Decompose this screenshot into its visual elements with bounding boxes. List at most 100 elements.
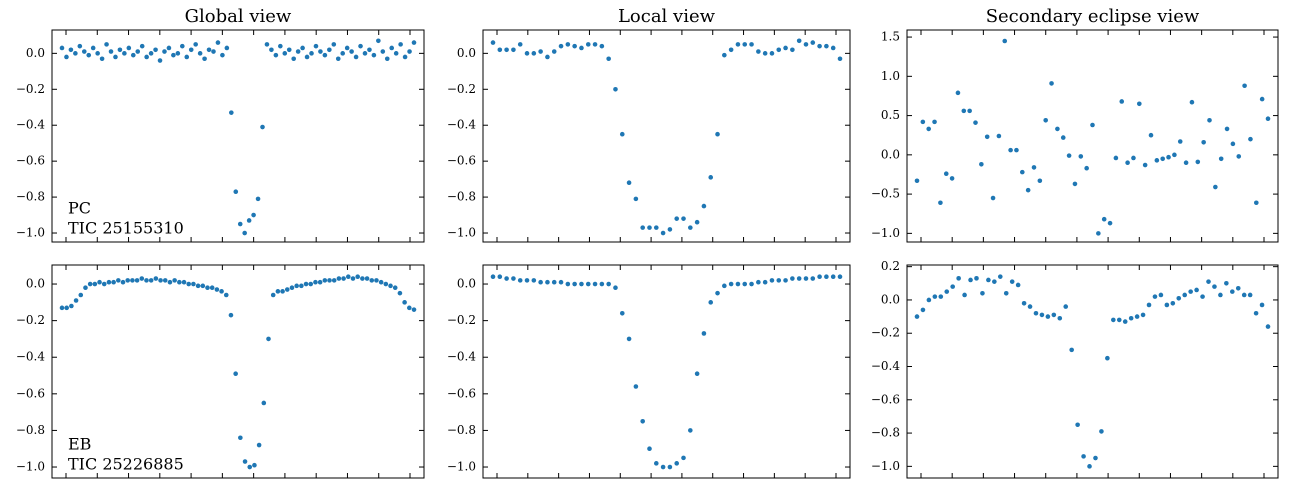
y-tick-label: 0.0	[26, 46, 45, 60]
data-point	[1003, 290, 1009, 296]
data-point	[1008, 147, 1013, 153]
data-point	[1055, 126, 1060, 132]
data-point	[1081, 454, 1086, 459]
data-point	[171, 52, 176, 58]
y-tick-label: −1.0	[16, 226, 45, 240]
data-point	[180, 43, 185, 49]
data-point	[790, 276, 795, 281]
data-point	[504, 276, 509, 281]
data-point	[967, 108, 972, 114]
data-point	[653, 461, 659, 466]
data-point	[633, 196, 639, 202]
data-point	[803, 42, 809, 47]
y-tick-label: 0.0	[457, 277, 476, 291]
y-tick-label: −0.8	[447, 423, 476, 437]
data-point	[565, 281, 571, 287]
y-tick-label: 0.0	[881, 292, 900, 306]
y-tick-label: 0.0	[26, 277, 45, 291]
data-point	[1183, 160, 1189, 165]
y-tick-label: −0.8	[447, 190, 476, 204]
y-tick-label: −1.0	[447, 226, 476, 240]
data-point	[722, 52, 727, 58]
data-point	[233, 371, 238, 376]
data-point	[162, 278, 168, 283]
data-point	[944, 289, 950, 294]
y-tick-label: 1.5	[881, 30, 900, 44]
data-point	[1177, 139, 1183, 144]
data-point	[1122, 319, 1128, 324]
data-point	[273, 52, 279, 58]
plot-frame	[906, 29, 1279, 243]
data-point	[117, 47, 123, 53]
data-point	[545, 54, 550, 60]
data-point	[214, 287, 220, 292]
data-point	[762, 51, 768, 56]
data-point	[1131, 155, 1136, 161]
data-point	[984, 134, 990, 140]
data-point	[202, 56, 207, 62]
data-point	[286, 47, 292, 53]
data-point	[1014, 147, 1019, 153]
data-point	[920, 119, 926, 125]
data-point	[278, 43, 283, 49]
data-point	[837, 56, 843, 62]
data-point	[810, 276, 816, 281]
data-point	[613, 86, 618, 92]
data-point	[87, 281, 93, 287]
data-point	[626, 180, 632, 186]
y-tick-label: 0.2	[881, 259, 900, 273]
data-point	[992, 279, 997, 284]
data-point	[1247, 292, 1253, 298]
data-point	[402, 300, 407, 305]
data-point	[242, 230, 247, 236]
data-point	[350, 276, 356, 281]
data-point	[1160, 156, 1165, 162]
data-point	[592, 42, 598, 47]
data-point	[299, 283, 304, 289]
data-point	[362, 51, 368, 56]
panel-title: Local view	[618, 6, 716, 27]
y-tick-label: −0.6	[447, 154, 476, 168]
data-point	[667, 464, 673, 470]
data-point	[790, 47, 795, 53]
data-point	[688, 428, 693, 433]
data-point	[81, 49, 87, 54]
data-point	[1045, 314, 1051, 319]
data-point	[304, 54, 310, 60]
data-point	[393, 51, 399, 56]
data-point	[1015, 282, 1021, 288]
y-tick-label: −0.4	[447, 118, 477, 132]
annotation: TIC 25155310	[68, 219, 184, 238]
data-point	[237, 221, 243, 227]
data-point	[756, 49, 761, 54]
y-tick-label: −0.8	[16, 190, 45, 204]
data-point	[1218, 292, 1223, 298]
data-point	[191, 281, 196, 287]
data-point	[360, 276, 365, 281]
data-point	[1078, 154, 1084, 159]
data-point	[830, 274, 836, 280]
data-point	[997, 274, 1003, 279]
data-point	[1259, 96, 1265, 102]
data-point	[1043, 117, 1048, 123]
data-point	[613, 285, 618, 290]
data-point	[572, 43, 577, 49]
data-point	[355, 274, 360, 280]
annotation: TIC 25226885	[68, 455, 184, 474]
data-point	[728, 47, 734, 53]
data-point	[490, 274, 496, 280]
data-point	[968, 277, 973, 283]
data-point	[681, 455, 686, 461]
data-point	[565, 42, 571, 47]
data-point	[184, 54, 190, 60]
data-point	[340, 51, 346, 56]
data-point	[1158, 292, 1164, 298]
y-tick-label: −1.0	[871, 459, 900, 473]
data-point	[1072, 181, 1078, 187]
data-point	[331, 278, 337, 283]
data-point	[647, 446, 652, 452]
data-point	[742, 42, 748, 47]
data-point	[824, 43, 829, 49]
data-point	[932, 294, 938, 299]
data-point	[497, 274, 503, 280]
